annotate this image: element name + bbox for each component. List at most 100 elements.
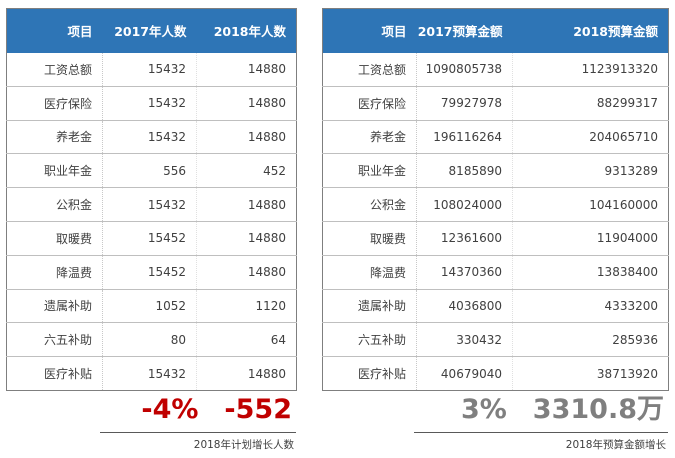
- kpi-values: -4% -552: [100, 392, 296, 432]
- table-row: 医疗补贴 15432 14880: [6, 356, 297, 391]
- row-2017-value: 40679040: [416, 356, 513, 391]
- header-2018-budget: 2018预算金额: [512, 8, 669, 53]
- row-2017-value: 79927978: [416, 85, 513, 121]
- row-item: 医疗保险: [322, 85, 417, 121]
- row-2018-value: 14880: [196, 356, 297, 391]
- kpi-divider: [100, 432, 296, 433]
- header-item: 项目: [322, 8, 417, 53]
- table-row: 六五补助 80 64: [6, 322, 297, 357]
- table-row: 医疗保险 15432 14880: [6, 85, 297, 121]
- budget-table: 项目 2017预算金额 2018预算金额 工资总额 1090805738 112…: [322, 8, 669, 391]
- row-item: 医疗补贴: [6, 356, 103, 391]
- row-2017-value: 15432: [102, 52, 197, 87]
- row-item: 养老金: [322, 119, 417, 154]
- table-row: 公积金 15432 14880: [6, 187, 297, 222]
- row-2018-value: 64: [196, 322, 297, 357]
- row-2017-value: 15432: [102, 356, 197, 391]
- row-2018-value: 13838400: [512, 254, 669, 290]
- row-2018-value: 14880: [196, 85, 297, 121]
- table-row: 遗属补助 4036800 4333200: [322, 288, 669, 323]
- row-2018-value: 88299317: [512, 85, 669, 121]
- row-2018-value: 285936: [512, 322, 669, 357]
- row-2018-value: 4333200: [512, 288, 669, 323]
- row-item: 取暖费: [322, 220, 417, 256]
- row-2017-value: 15432: [102, 187, 197, 222]
- headcount-table-panel: 项目 2017年人数 2018年人数 工资总额 15432 14880 医疗保险…: [6, 8, 297, 391]
- row-2018-value: 104160000: [512, 187, 669, 222]
- row-item: 取暖费: [6, 220, 103, 256]
- row-2017-value: 556: [102, 153, 197, 188]
- table-row: 职业年金 8185890 9313289: [322, 153, 669, 188]
- row-2017-value: 4036800: [416, 288, 513, 323]
- row-item: 六五补助: [322, 322, 417, 357]
- row-2018-value: 14880: [196, 254, 297, 290]
- row-2018-value: 1120: [196, 288, 297, 323]
- row-2017-value: 80: [102, 322, 197, 357]
- row-2017-value: 15432: [102, 119, 197, 154]
- row-2018-value: 9313289: [512, 153, 669, 188]
- row-2017-value: 15432: [102, 85, 197, 121]
- row-2018-value: 14880: [196, 187, 297, 222]
- row-item: 遗属补助: [322, 288, 417, 323]
- row-2018-value: 204065710: [512, 119, 669, 154]
- row-item: 医疗补贴: [322, 356, 417, 391]
- row-item: 工资总额: [6, 52, 103, 87]
- header-2017-headcount: 2017年人数: [102, 8, 197, 53]
- headcount-table-header: 项目 2017年人数 2018年人数: [6, 8, 297, 53]
- table-row: 医疗补贴 40679040 38713920: [322, 356, 669, 391]
- budget-table-panel: 项目 2017预算金额 2018预算金额 工资总额 1090805738 112…: [322, 8, 669, 391]
- row-2017-value: 15452: [102, 220, 197, 256]
- row-2017-value: 14370360: [416, 254, 513, 290]
- row-2017-value: 1090805738: [416, 52, 513, 87]
- row-item: 降温费: [6, 254, 103, 290]
- row-2018-value: 11904000: [512, 220, 669, 256]
- row-2017-value: 196116264: [416, 119, 513, 154]
- headcount-growth-value: -552: [224, 394, 292, 425]
- row-item: 六五补助: [6, 322, 103, 357]
- row-item: 医疗保险: [6, 85, 103, 121]
- row-2017-value: 15452: [102, 254, 197, 290]
- headcount-growth-percent: -4%: [141, 394, 199, 425]
- row-2018-value: 14880: [247, 62, 286, 77]
- table-row: 医疗保险 79927978 88299317: [322, 85, 669, 121]
- row-item: 职业年金: [6, 153, 103, 188]
- headcount-table: 项目 2017年人数 2018年人数 工资总额 15432 14880 医疗保险…: [6, 8, 297, 391]
- row-2018-value: 452: [196, 153, 297, 188]
- table-row: 降温费 14370360 13838400: [322, 254, 669, 290]
- table-row: 职业年金 556 452: [6, 153, 297, 188]
- row-item: 遗属补助: [6, 288, 103, 323]
- table-row: 养老金 15432 14880: [6, 119, 297, 154]
- row-2018-value: 14880: [196, 119, 297, 154]
- table-row: 取暖费 15452 14880: [6, 220, 297, 256]
- budget-growth-value: 3310.8万: [532, 394, 664, 425]
- row-item: 工资总额: [322, 52, 417, 87]
- budget-table-header: 项目 2017预算金额 2018预算金额: [322, 8, 669, 53]
- header-2018-headcount: 2018年人数: [196, 8, 297, 53]
- headcount-growth-kpi: -4% -552 2018年计划增长人数: [100, 392, 296, 452]
- row-2017-value: 12361600: [416, 220, 513, 256]
- budget-growth-kpi: 3% 3310.8万 2018年预算金额增长: [414, 392, 668, 452]
- table-row: 遗属补助 1052 1120: [6, 288, 297, 323]
- table-row: 降温费 15452 14880: [6, 254, 297, 290]
- kpi-divider: [414, 432, 668, 433]
- table-row: 工资总额 1090805738 1123913320: [322, 52, 669, 87]
- row-2018-value: 38713920: [512, 356, 669, 391]
- header-2017-budget: 2017预算金额: [416, 8, 513, 53]
- row-2017-value: 1052: [102, 288, 197, 323]
- kpi-values: 3% 3310.8万: [414, 392, 668, 432]
- row-2018-value: 1123913320: [581, 62, 658, 77]
- table-row: 养老金 196116264 204065710: [322, 119, 669, 154]
- budget-growth-percent: 3%: [460, 394, 507, 425]
- budget-growth-caption: 2018年预算金额增长: [565, 439, 666, 451]
- row-item: 养老金: [6, 119, 103, 154]
- table-row: 工资总额 15432 14880: [6, 52, 297, 87]
- row-2017-value: 108024000: [416, 187, 513, 222]
- row-item: 公积金: [6, 187, 103, 222]
- row-2017-value: 330432: [416, 322, 513, 357]
- row-2017-value: 8185890: [416, 153, 513, 188]
- row-item: 职业年金: [322, 153, 417, 188]
- table-row: 六五补助 330432 285936: [322, 322, 669, 357]
- table-row: 公积金 108024000 104160000: [322, 187, 669, 222]
- row-item: 降温费: [322, 254, 417, 290]
- headcount-growth-caption: 2018年计划增长人数: [193, 439, 294, 451]
